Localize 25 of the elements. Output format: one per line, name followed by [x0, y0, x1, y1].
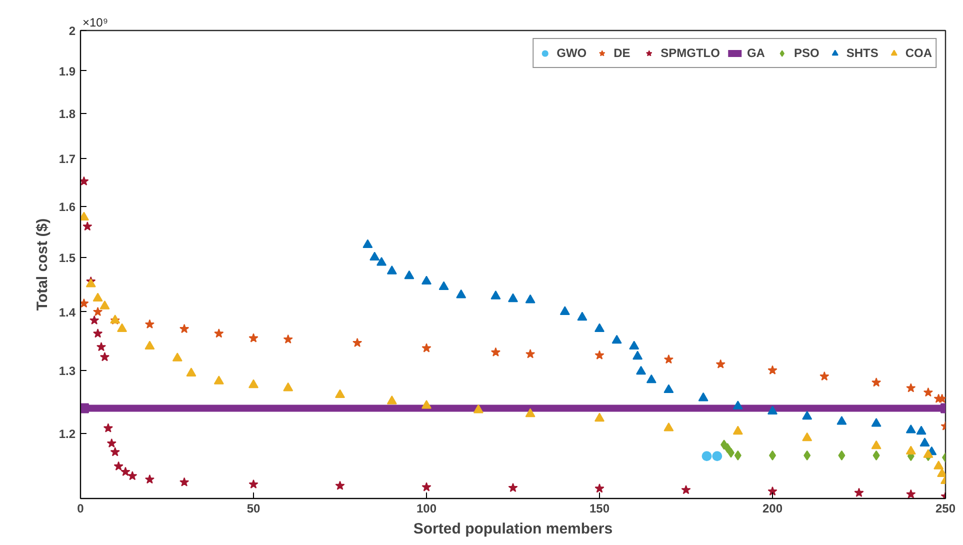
y-tick-label: 1.6: [58, 200, 76, 214]
x-tick-label: 200: [762, 502, 783, 516]
y-tick-label: 1.5: [58, 250, 76, 265]
legend-label: GA: [746, 46, 766, 60]
x-tick-label: 150: [589, 502, 610, 516]
legend-label: COA: [905, 46, 932, 60]
legend-label: DE: [614, 46, 632, 60]
x-tick-label: 100: [416, 502, 437, 516]
x-tick-label: 250: [935, 502, 956, 516]
y-tick-label: 1.8: [58, 107, 76, 122]
y-axis-title: Total cost ($): [34, 218, 51, 311]
x-tick-label: 50: [246, 502, 260, 516]
y-tick-label: 1.7: [58, 152, 76, 166]
y-tick-label: 1.2: [58, 426, 76, 441]
legend-label: SHTS: [846, 46, 878, 60]
x-tick-label: 0: [77, 502, 84, 516]
y-tick-label: 1.4: [58, 305, 76, 320]
x-axis-title: Sorted population members: [413, 520, 613, 538]
legend-label: PSO: [794, 46, 820, 60]
text: ×10⁹: [82, 16, 108, 30]
y-tick-label: 1.3: [58, 364, 76, 378]
legend-label: SPMGTLO: [660, 46, 720, 60]
y-tick-label: 1.9: [58, 64, 76, 78]
y-tick-label: 2: [68, 24, 76, 38]
legend-label: GWO: [556, 46, 587, 60]
